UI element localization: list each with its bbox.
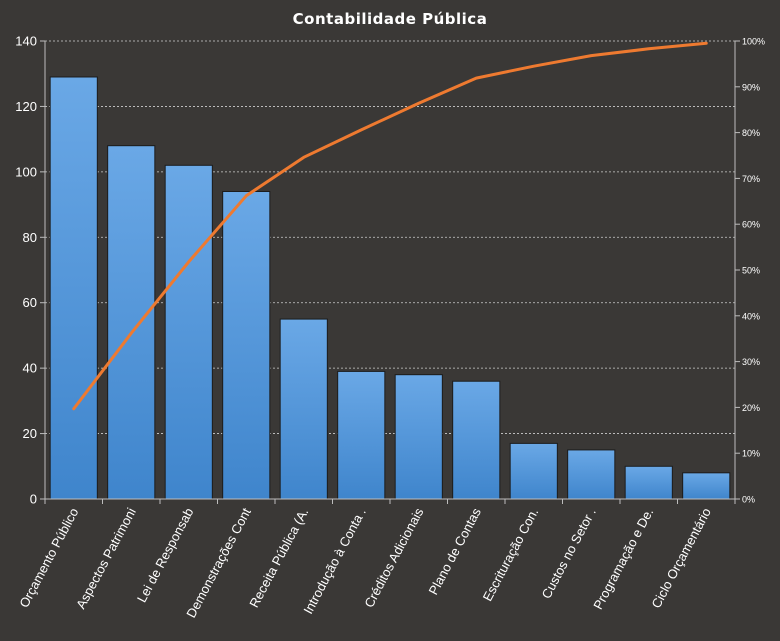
- y2-tick-label: 20%: [742, 403, 760, 413]
- x-tick-label: Lei de Responsab: [134, 505, 196, 605]
- bar: [107, 145, 156, 500]
- y2-tick-label: 60%: [742, 220, 760, 230]
- x-tick-label: Aspectos Patrimoni: [73, 505, 139, 611]
- bars: [49, 76, 731, 500]
- y-tick-label: 40: [23, 361, 37, 376]
- y2-tick-label: 70%: [742, 174, 760, 184]
- x-tick-label: Programação e De.: [590, 505, 656, 612]
- axes: [40, 40, 740, 504]
- y-axis-ticks: 0 20 40 60 80 100 120 140: [15, 34, 37, 507]
- x-tick-label: Custos no Setor .: [538, 505, 598, 601]
- y-tick-label: 100: [15, 164, 37, 179]
- bar: [337, 370, 386, 500]
- y2-tick-label: 30%: [742, 357, 760, 367]
- cumulative-line: [72, 41, 708, 411]
- y2-tick-label: 100%: [742, 37, 765, 47]
- x-tick-label: Créditos Adicionais: [361, 505, 426, 610]
- bar: [452, 380, 501, 500]
- y2-tick-label: 50%: [742, 266, 760, 276]
- bar: [509, 442, 558, 500]
- y-tick-label: 0: [30, 492, 37, 507]
- bar: [164, 164, 213, 500]
- bar: [49, 76, 98, 500]
- bar: [394, 374, 443, 500]
- y2-tick-label: 10%: [742, 449, 760, 459]
- bar: [624, 465, 673, 500]
- bar: [222, 190, 271, 500]
- x-tick-label: Receita Pública (A.: [246, 505, 311, 610]
- chart-title: Contabilidade Pública: [293, 10, 488, 28]
- x-tick-label: Orçamento Público: [16, 505, 81, 610]
- bar: [279, 318, 328, 500]
- y2-tick-label: 40%: [742, 311, 760, 321]
- y2-tick-label: 0%: [742, 495, 755, 505]
- x-tick-label: Escrituração Con.: [480, 505, 542, 603]
- y2-axis-ticks: 0% 10% 20% 30% 40% 50% 60% 70% 80% 90% 100%: [742, 37, 765, 505]
- y2-tick-label: 90%: [742, 82, 760, 92]
- y-tick-label: 140: [15, 34, 37, 49]
- cumulative-percent-line: [72, 41, 708, 411]
- x-tick-label: Ciclo Orçamentário: [648, 505, 713, 610]
- x-tick-label: Demonstrações Cont: [183, 505, 254, 620]
- x-tick-label: Introdução à Conta .: [300, 505, 369, 616]
- y-tick-label: 60: [23, 295, 37, 310]
- gridlines: [45, 40, 735, 434]
- y-tick-label: 20: [23, 426, 37, 441]
- y-tick-label: 120: [15, 99, 37, 114]
- x-tick-label: Plano de Contas: [426, 505, 485, 597]
- bar: [682, 472, 731, 500]
- bar: [567, 449, 616, 500]
- y2-tick-label: 80%: [742, 128, 760, 138]
- y-tick-label: 80: [23, 230, 37, 245]
